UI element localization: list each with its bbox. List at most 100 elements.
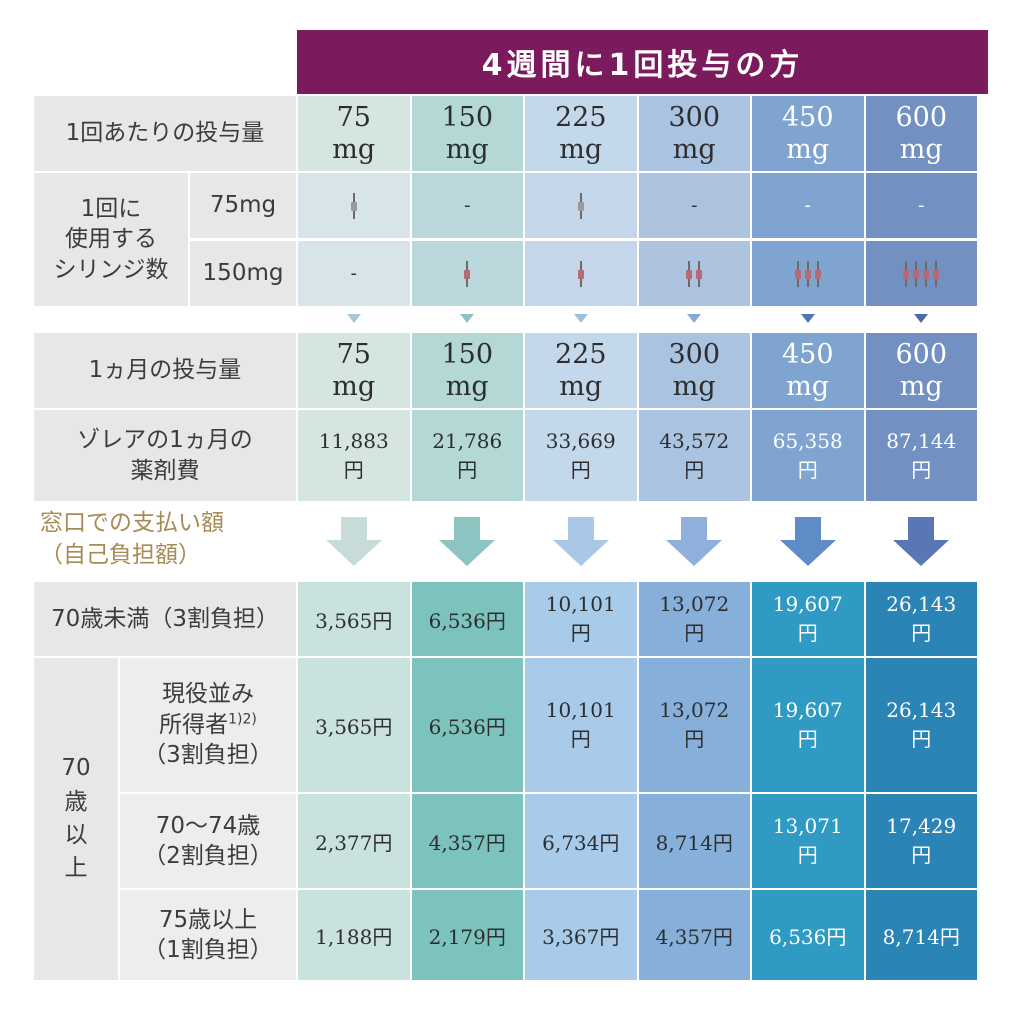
label-syringe-150: 150mg — [190, 241, 296, 306]
dose-line: mg — [786, 133, 830, 165]
arrow-stem — [681, 517, 708, 541]
dose-line: mg — [899, 133, 943, 165]
monthly-cost-line: 円 — [797, 457, 818, 482]
monthly-dose-line: 225 — [554, 338, 607, 370]
payment-cell-working: 6,536円 — [411, 658, 523, 792]
monthly-cost-line: 円 — [684, 457, 705, 482]
down-arrow-icon — [325, 517, 382, 567]
payment-cell-age75: 3,367円 — [525, 890, 637, 980]
dose-line: 300 — [668, 101, 721, 133]
payment-value: 3,565円 — [315, 714, 393, 739]
payment-value: 6,536円 — [769, 924, 847, 949]
syringe-icon — [903, 260, 910, 287]
arrow-head — [552, 540, 609, 566]
payment-value: 4,357円 — [428, 830, 506, 855]
syringe-icon — [686, 260, 693, 287]
payment-value: 13,072 — [659, 698, 730, 722]
monthly-dose-cell: 225 mg — [525, 333, 637, 408]
label-over-70: 70 歳 以 上 — [34, 658, 118, 980]
arrow-head — [325, 540, 382, 566]
dose-line: 150 — [441, 101, 494, 133]
payment-cell-age7074: 6,734円 — [525, 794, 637, 888]
payment-value: 26,143 — [886, 698, 957, 722]
monthly-cost-line: 87,144 — [886, 428, 957, 453]
payment-value: 6,536円 — [428, 714, 506, 739]
down-arrow-icon — [779, 517, 836, 567]
payment-cell-under70: 13,072 円 — [638, 582, 750, 656]
syringe-150-cell — [752, 241, 864, 306]
payment-cell-age75: 1,188円 — [298, 890, 410, 980]
payment-cell-age75: 8,714円 — [865, 890, 977, 980]
monthly-cost-line: 円 — [457, 457, 478, 482]
payment-value: 6,734円 — [542, 830, 620, 855]
arrow-stem — [340, 517, 367, 541]
banner-title: 4週間に1回投与の方 — [481, 48, 804, 83]
arrow-stem — [908, 517, 935, 541]
label-age-70-74: 70〜74歳 （2割負担） — [120, 794, 296, 888]
arrow-stem — [794, 517, 821, 541]
payment-cell-age7074: 4,357円 — [411, 794, 523, 888]
label-monthly-cost: ゾレアの1ヵ月の 薬剤費 — [34, 410, 296, 501]
syringe-150-cell — [411, 241, 523, 306]
monthly-cost-cell: 11,883 円 — [298, 410, 410, 501]
monthly-cost-cell: 21,786 円 — [411, 410, 523, 501]
monthly-dose-line: 450 — [781, 338, 834, 370]
payment-value: 円 — [911, 843, 932, 867]
monthly-dose-line: 150 — [441, 338, 494, 370]
payment-value: 2,377円 — [315, 830, 393, 855]
footnote-ref: 1)2) — [228, 711, 257, 728]
dose-line: 75 — [336, 101, 371, 133]
payment-cell-age75: 2,179円 — [411, 890, 523, 980]
syringe-150-cell: - — [298, 241, 410, 306]
arrow-stem — [454, 517, 481, 541]
payment-cell-under70: 26,143 円 — [865, 582, 977, 656]
payment-value: 19,607 — [772, 592, 843, 616]
monthly-cost-cell: 65,358 円 — [752, 410, 864, 501]
dash: - — [804, 195, 812, 216]
syringe-150-cell — [865, 241, 977, 306]
monthly-dose-line: mg — [559, 370, 603, 402]
syringe-75-cell: - — [638, 173, 750, 238]
payment-value: 円 — [911, 727, 932, 751]
syringe-75-cell: - — [411, 173, 523, 238]
label-age-75-plus: 75歳以上 （1割負担） — [120, 890, 296, 980]
down-triangle-icon — [914, 314, 929, 323]
payment-cell-working: 26,143 円 — [865, 658, 977, 792]
monthly-dose-cell: 150 mg — [411, 333, 523, 408]
payment-cell-age75: 6,536円 — [752, 890, 864, 980]
dose-line: 450 — [781, 101, 834, 133]
monthly-dose-line: mg — [332, 370, 376, 402]
monthly-dose-line: mg — [786, 370, 830, 402]
payment-cell-under70: 6,536円 — [411, 582, 523, 656]
down-arrow-icon — [552, 517, 609, 567]
payment-cell-working: 10,101 円 — [525, 658, 637, 792]
payment-cell-working: 19,607 円 — [752, 658, 864, 792]
syringe-icon — [350, 192, 357, 219]
down-arrow-icon — [666, 517, 723, 567]
payment-cell-age75: 4,357円 — [638, 890, 750, 980]
monthly-cost-line: 21,786 — [432, 428, 503, 453]
dash: - — [350, 263, 358, 284]
dose-cell: 300 mg — [638, 96, 750, 171]
dose-line: 600 — [895, 101, 948, 133]
syringe-icon — [913, 260, 920, 287]
syringe-icon — [923, 260, 930, 287]
dose-cell: 450 mg — [752, 96, 864, 171]
down-arrow-icon — [439, 517, 496, 567]
monthly-dose-line: 300 — [668, 338, 721, 370]
syringe-icon — [933, 260, 940, 287]
syringe-icon — [814, 260, 821, 287]
label-syringe-75: 75mg — [190, 173, 296, 238]
monthly-cost-line: 33,669 — [545, 428, 616, 453]
monthly-cost-line: 11,883 — [318, 428, 389, 453]
payment-cell-age7074: 17,429 円 — [865, 794, 977, 888]
dose-line: mg — [332, 133, 376, 165]
syringe-75-cell: - — [752, 173, 864, 238]
monthly-dose-line: mg — [445, 370, 489, 402]
monthly-dose-cell: 600 mg — [865, 333, 977, 408]
syringe-row-divider — [190, 239, 988, 241]
payment-value: 円 — [797, 727, 818, 751]
payment-value: 8,714円 — [882, 924, 960, 949]
payment-value: 3,565円 — [315, 608, 393, 633]
dash: - — [918, 195, 925, 216]
